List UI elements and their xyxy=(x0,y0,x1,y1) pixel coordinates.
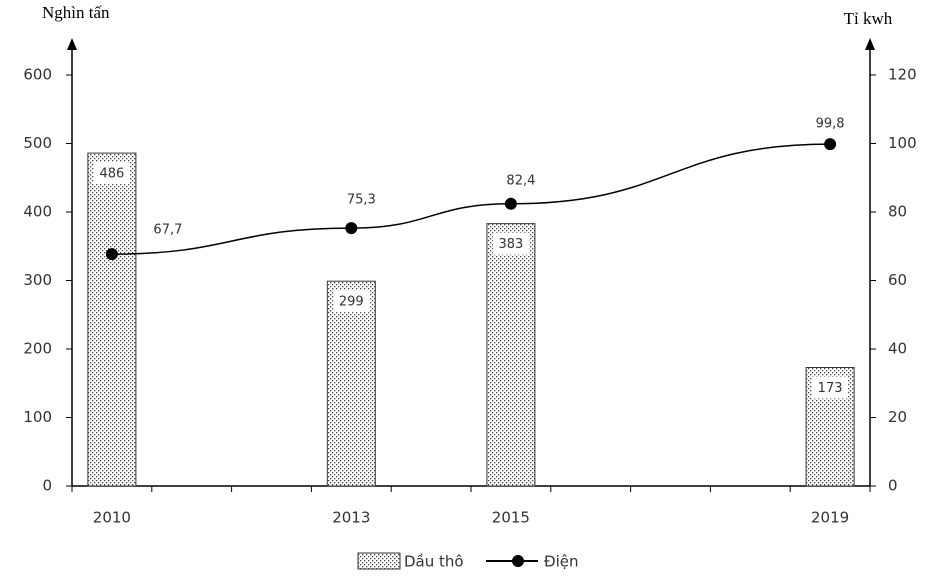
line-marker xyxy=(824,138,837,151)
line-label: 67,7 xyxy=(153,223,182,238)
y-tick-label: 100 xyxy=(23,408,52,426)
bar xyxy=(326,280,376,487)
line-label: 82,4 xyxy=(506,173,535,188)
bar-label-bg xyxy=(333,290,370,313)
y-tick-label: 400 xyxy=(23,203,52,221)
bar xyxy=(486,223,536,487)
y2-tick-label: 60 xyxy=(888,271,907,289)
bar-label: 383 xyxy=(498,237,523,252)
bar xyxy=(87,152,137,487)
line xyxy=(111,143,831,255)
line-marker xyxy=(345,222,358,235)
x-tick-label: 2010 xyxy=(93,509,131,527)
line-marker xyxy=(504,197,517,210)
y-tick-label: 0 xyxy=(42,477,52,495)
y-axis-title: Nghìn tấn xyxy=(42,3,110,22)
legend-bar-swatch xyxy=(357,552,401,570)
x-tick-label: 2019 xyxy=(811,509,849,527)
bar-label-bg xyxy=(93,162,130,185)
y2-tick-label: 120 xyxy=(888,66,917,84)
y2-tick-label: 0 xyxy=(888,477,898,495)
line-label: 75,3 xyxy=(347,193,376,208)
line-marker xyxy=(105,248,118,261)
legend-label: Dầu thô xyxy=(404,553,464,571)
y2-tick-label: 40 xyxy=(888,340,907,358)
bar-label-bg xyxy=(812,376,849,399)
bar-label: 299 xyxy=(339,295,364,310)
y2-arrow xyxy=(865,38,875,50)
legend-label: Điện xyxy=(544,553,579,571)
y-arrow xyxy=(67,38,77,50)
x-tick-label: 2013 xyxy=(332,509,370,527)
y2-tick-label: 100 xyxy=(888,134,917,152)
y-tick-label: 600 xyxy=(23,66,52,84)
legend-marker xyxy=(512,555,524,567)
x-tick-label: 2015 xyxy=(492,509,530,527)
bar-label: 486 xyxy=(99,167,124,182)
y-tick-label: 300 xyxy=(23,271,52,289)
bar-label: 173 xyxy=(818,381,843,396)
y2-axis-title: Tỉ kwh xyxy=(844,9,893,28)
bar-label-bg xyxy=(492,232,529,255)
y2-tick-label: 80 xyxy=(888,203,907,221)
y2-tick-label: 20 xyxy=(888,408,907,426)
y-tick-label: 500 xyxy=(23,134,52,152)
y-tick-label: 200 xyxy=(23,340,52,358)
line-label: 99,8 xyxy=(816,117,845,132)
